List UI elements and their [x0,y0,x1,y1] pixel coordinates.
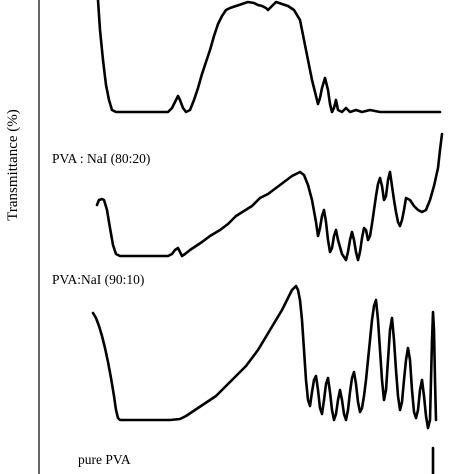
series-line-pva-nai-80-20 [95,132,444,262]
series-label-pva-nai-90-10: PVA:NaI (90:10) [52,272,144,287]
series-label-pva-nai-80-20: PVA : NaI (80:20) [52,151,150,166]
series-line-pva-nai-90-10 [91,284,438,430]
series-label-pure-pva: pure PVA [78,452,131,467]
y-axis-label: Transmittance (%) [5,109,21,221]
series-line-top [96,0,442,114]
